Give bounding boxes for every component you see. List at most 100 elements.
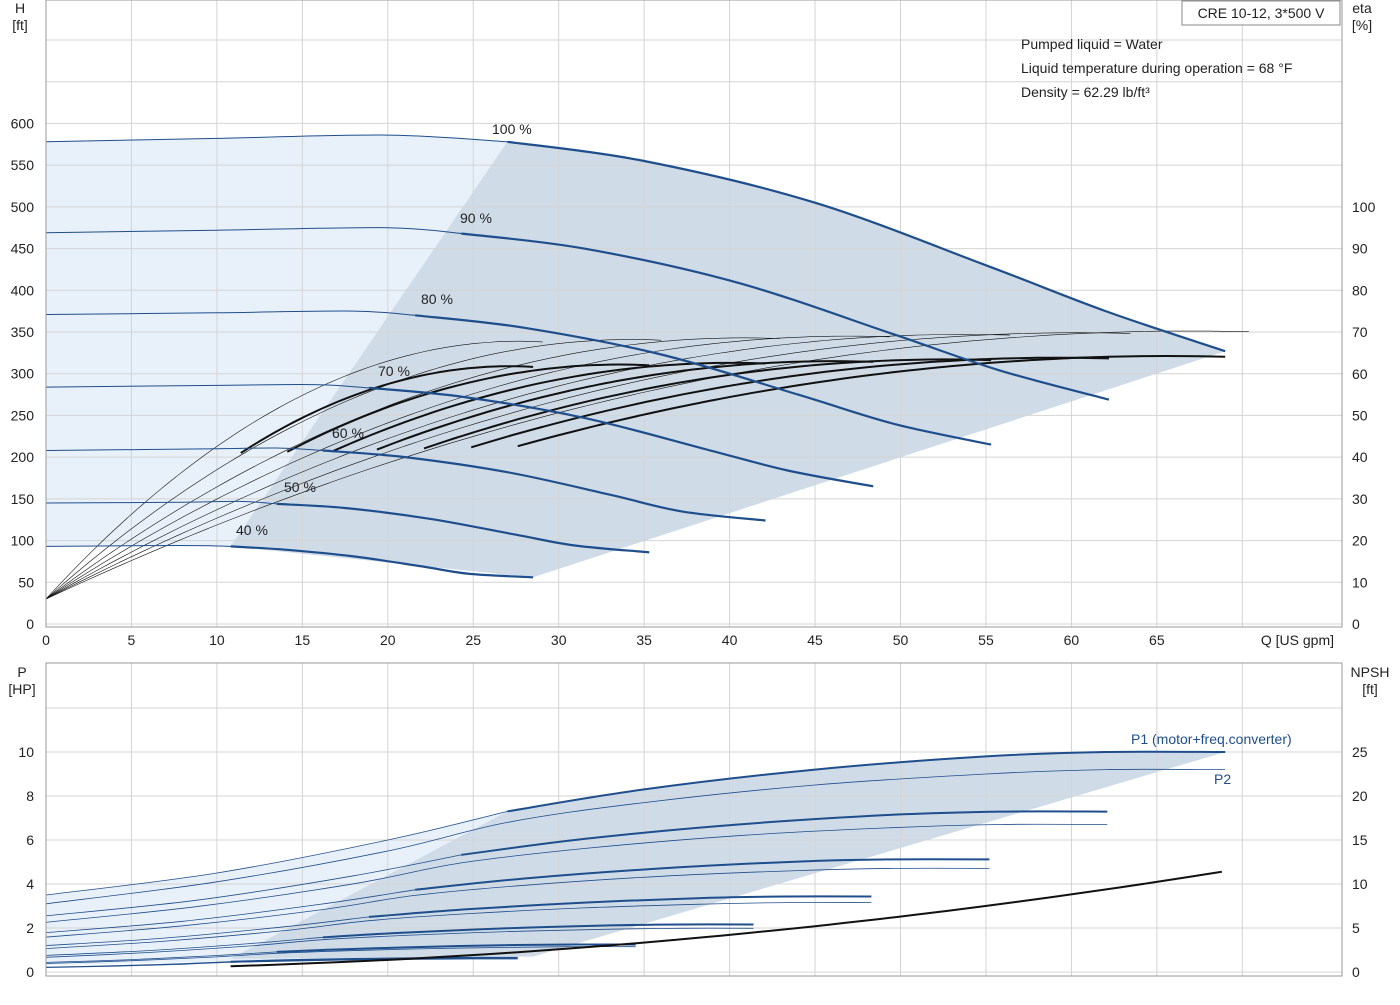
y-right-tick-label: 90	[1352, 241, 1368, 257]
y-left-tick-label: 250	[11, 407, 35, 423]
x-tick-label: 25	[465, 632, 481, 648]
y-right-tick-label: 20	[1352, 533, 1368, 549]
label-speed-70: 70 %	[378, 363, 410, 379]
label-speed-40: 40 %	[236, 522, 268, 538]
y-right-tick-label: 80	[1352, 282, 1368, 298]
y-left-title-h: H	[15, 0, 25, 16]
p2-curve	[45, 768, 1226, 905]
p2-curve	[45, 902, 872, 949]
p1-thin-curve	[45, 961, 231, 968]
p1-thin-curve	[45, 854, 462, 917]
h-curve-bold	[368, 386, 874, 488]
p1-bold-curve	[461, 810, 1108, 856]
y-right-tick-label: 0	[1352, 616, 1360, 632]
eta-thin-curve	[45, 332, 1131, 600]
npsh-curve	[230, 870, 1222, 968]
y-left-unit-ft: [ft]	[12, 17, 28, 33]
info-pumped-liquid: Pumped liquid = Water	[1021, 36, 1163, 52]
eta-thin-curve	[45, 339, 662, 600]
x-tick-label: 5	[128, 632, 136, 648]
y-left-tick-label: 200	[11, 449, 35, 465]
h-curve-bold	[461, 232, 1110, 401]
label-speed-80: 80 %	[421, 291, 453, 307]
y-left-tick-label: 100	[11, 533, 35, 549]
p1-bold-curve	[414, 858, 990, 891]
x-tick-label: 60	[1064, 632, 1080, 648]
p2-series-label: P2	[1214, 771, 1231, 787]
y-right-unit-percent: [%]	[1352, 17, 1372, 33]
h-curve-bold	[276, 502, 650, 554]
bottom-y-left-tick-label: 6	[26, 832, 34, 848]
h-curve-bold	[414, 314, 992, 446]
bottom-y-right-tick-label: 0	[1352, 964, 1360, 980]
x-tick-label: 65	[1149, 632, 1165, 648]
y-right-tick-label: 70	[1352, 324, 1368, 340]
title-box	[1181, 0, 1341, 26]
y-right-tick-label: 10	[1352, 574, 1368, 590]
bottom-y-right-tick-label: 25	[1352, 744, 1368, 760]
bottom-y-right-unit-ft: [ft]	[1362, 681, 1378, 697]
eta-bold-curve	[470, 356, 1110, 449]
h-curve-thin	[45, 227, 462, 234]
h-curve-thin	[45, 500, 277, 505]
title-box-text: CRE 10-12, 3*500 V	[1198, 5, 1326, 21]
p1-thin-curve	[45, 936, 323, 956]
x-axis-title: Q [US gpm]	[1261, 632, 1334, 648]
p1-thin-curve	[45, 916, 370, 946]
eta-thin-curve	[45, 340, 543, 600]
p1-bold-curve	[276, 943, 636, 953]
y-right-tick-label: 100	[1352, 199, 1376, 215]
bottom-dark-area	[230, 751, 1226, 959]
p1-bold-curve	[368, 895, 872, 918]
eta-bold-curve	[423, 358, 992, 450]
bottom-y-left-title-p: P	[17, 664, 26, 680]
label-speed-90: 90 %	[460, 210, 492, 226]
y-right-title-eta: eta	[1352, 0, 1372, 16]
x-tick-label: 40	[722, 632, 738, 648]
x-tick-label: 10	[209, 632, 225, 648]
bottom-y-right-tick-label: 15	[1352, 832, 1368, 848]
p2-curve	[45, 946, 636, 964]
y-left-tick-label: 150	[11, 491, 35, 507]
h-curve-bold	[322, 449, 766, 522]
y-left-tick-label: 50	[18, 574, 34, 590]
h-curve-bold	[230, 545, 534, 579]
x-tick-label: 45	[807, 632, 823, 648]
label-speed-100: 100 %	[492, 121, 532, 137]
bottom-y-right-tick-label: 10	[1352, 876, 1368, 892]
eta-thin-curve	[45, 330, 1249, 600]
bottom-y-left-tick-label: 10	[18, 744, 34, 760]
info-density: Density = 62.29 lb/ft³	[1021, 84, 1150, 100]
h-curve-thin	[45, 383, 370, 389]
label-speed-60: 60 %	[332, 425, 364, 441]
eta-bold-curve	[517, 355, 1226, 448]
eta-bold-curve	[286, 363, 650, 453]
p2-curve	[45, 867, 990, 938]
x-tick-label: 15	[295, 632, 311, 648]
x-tick-label: 20	[380, 632, 396, 648]
p1-bold-curve	[230, 956, 518, 963]
x-tick-label: 35	[636, 632, 652, 648]
eta-bold-curve	[376, 360, 874, 451]
bottom-y-left-tick-label: 4	[26, 876, 34, 892]
h-curve-thin	[45, 310, 416, 316]
eta-thin-curve	[45, 334, 1011, 600]
p2-curve	[45, 958, 518, 968]
p1-bold-curve	[507, 750, 1226, 813]
p1-thin-curve	[45, 811, 508, 896]
p2-curve	[45, 823, 1108, 923]
label-speed-50: 50 %	[284, 479, 316, 495]
h-curve-bold	[507, 140, 1226, 353]
bottom-y-right-tick-label: 5	[1352, 920, 1360, 936]
eta-thin-curve	[45, 335, 890, 600]
y-left-tick-label: 500	[11, 199, 35, 215]
info-liquid-temperature: Liquid temperature during operation = 68…	[1021, 60, 1292, 76]
y-left-tick-label: 450	[11, 241, 35, 257]
x-tick-label: 30	[551, 632, 567, 648]
h-curve-thin	[45, 544, 231, 547]
p1-series-label: P1 (motor+freq.converter)	[1131, 731, 1292, 747]
eta-thin-curve	[45, 337, 780, 600]
h-curve-thin	[45, 134, 508, 143]
h-curve-thin	[45, 447, 323, 451]
